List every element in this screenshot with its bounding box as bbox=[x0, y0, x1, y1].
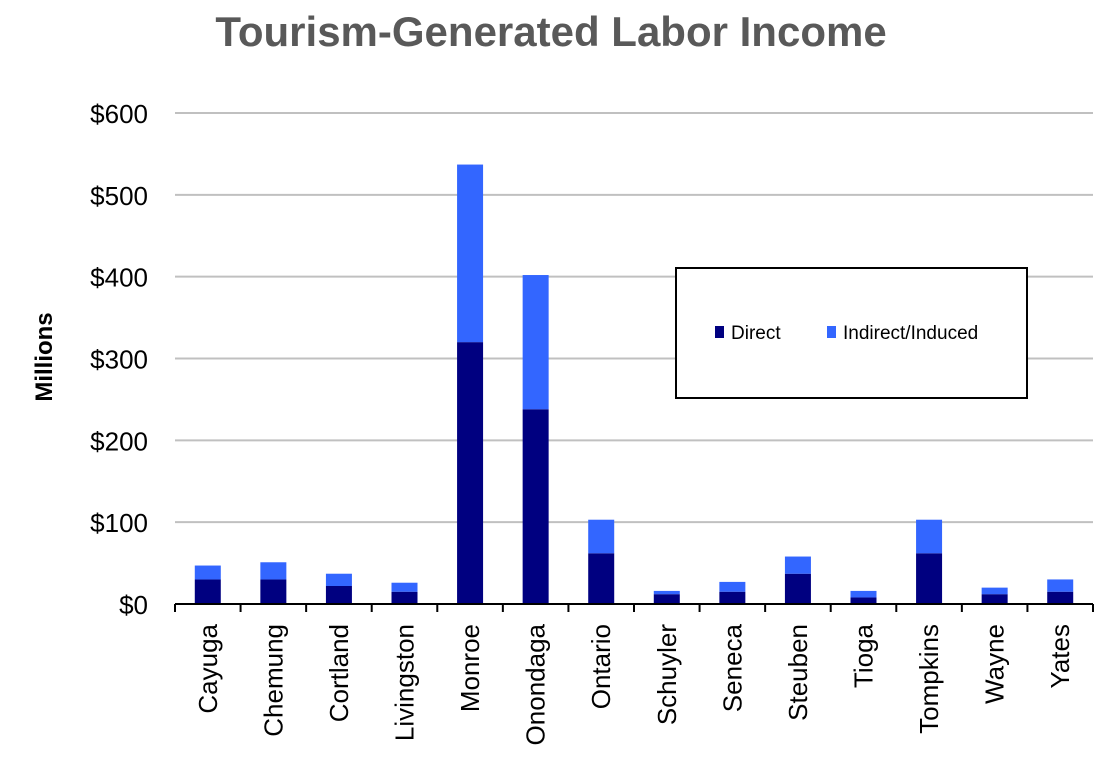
bar-segment bbox=[653, 594, 680, 604]
x-tick-label: Tompkins bbox=[914, 624, 944, 734]
x-tick-label: Ontario bbox=[586, 624, 616, 709]
x-tick-label: Steuben bbox=[783, 624, 813, 721]
y-axis-label: Millions bbox=[31, 312, 58, 401]
bar-segment bbox=[1047, 579, 1074, 592]
legend-items: Direct Indirect/Induced bbox=[715, 323, 978, 344]
bar-segment bbox=[784, 573, 811, 604]
x-tick-label: Chemung bbox=[258, 624, 288, 737]
bar-segment bbox=[457, 164, 484, 343]
x-axis-tick-labels: Cayuga Chemung Cortland Livingston Monroe Ono… bbox=[193, 623, 1075, 745]
legend-label: Indirect/Induced bbox=[843, 323, 978, 344]
x-tick-label: Livingston bbox=[390, 624, 420, 741]
bar-segment bbox=[588, 519, 615, 554]
chart-title: Tourism-Generated Labor Income bbox=[215, 8, 887, 55]
x-tick-label: Onondaga bbox=[521, 623, 551, 745]
bar-segment bbox=[916, 553, 943, 604]
bar-segment bbox=[850, 597, 877, 604]
y-tick-label: $300 bbox=[90, 345, 148, 375]
bar-segment bbox=[719, 591, 746, 604]
bar-segment bbox=[391, 591, 418, 604]
y-tick-label: $200 bbox=[90, 426, 148, 456]
legend-box bbox=[675, 267, 1028, 399]
bar-segment bbox=[194, 579, 221, 604]
x-tick-label: Tioga bbox=[849, 623, 879, 688]
x-tick-label: Schuyler bbox=[652, 624, 682, 725]
bars bbox=[194, 164, 1074, 604]
bar-segment bbox=[981, 594, 1008, 604]
x-tick-label: Seneca bbox=[717, 623, 747, 712]
bar-segment bbox=[588, 553, 615, 604]
bar-segment bbox=[784, 556, 811, 574]
x-tick-label: Wayne bbox=[980, 624, 1010, 704]
bar-segment bbox=[260, 579, 287, 604]
bar-segment bbox=[325, 585, 352, 604]
y-tick-label: $0 bbox=[119, 590, 148, 620]
bar-segment bbox=[981, 587, 1008, 595]
legend-swatch bbox=[827, 326, 836, 338]
bar-segment bbox=[719, 581, 746, 592]
bar-segment bbox=[194, 565, 221, 580]
gridlines bbox=[175, 112, 1093, 524]
bar-segment bbox=[391, 582, 418, 592]
y-axis-tick-labels: $0 $100 $200 $300 $400 $500 $600 bbox=[90, 99, 148, 620]
bar-segment bbox=[457, 342, 484, 604]
bar-segment bbox=[260, 562, 287, 580]
bar-segment bbox=[522, 275, 549, 410]
y-tick-label: $100 bbox=[90, 508, 148, 538]
x-tick-label: Cayuga bbox=[193, 623, 223, 713]
legend-swatch bbox=[715, 326, 724, 338]
x-tick-label: Monroe bbox=[455, 624, 485, 712]
x-tick-label: Cortland bbox=[324, 624, 354, 722]
legend-label: Direct bbox=[731, 323, 781, 344]
bar-segment bbox=[653, 590, 680, 595]
bar-segment bbox=[850, 590, 877, 598]
x-tick-label: Yates bbox=[1045, 624, 1075, 689]
bar-segment bbox=[916, 519, 943, 554]
y-tick-label: $500 bbox=[90, 181, 148, 211]
y-tick-label: $400 bbox=[90, 263, 148, 293]
x-axis bbox=[174, 603, 1094, 612]
bar-segment bbox=[1047, 591, 1074, 604]
y-tick-label: $600 bbox=[90, 99, 148, 129]
bar-segment bbox=[325, 573, 352, 586]
bar-segment bbox=[522, 409, 549, 604]
legend: Direct Indirect/Induced bbox=[675, 267, 1028, 399]
